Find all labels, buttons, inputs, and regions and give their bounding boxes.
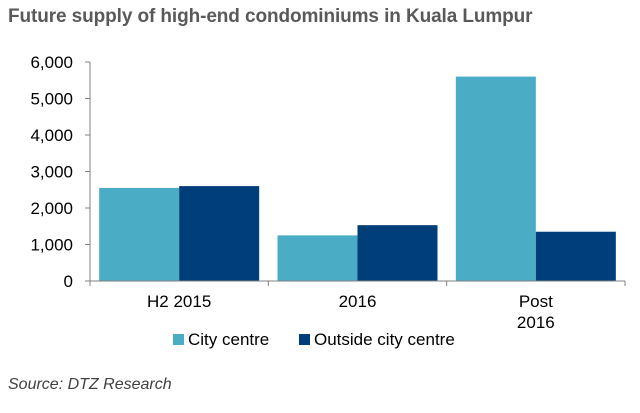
y-tick-label: 0 bbox=[64, 272, 73, 291]
y-tick-label: 6,000 bbox=[30, 53, 73, 72]
bar-outside-city-centre bbox=[357, 225, 438, 281]
x-tick-label: 2016 bbox=[339, 292, 377, 311]
legend-swatch-outside-city-centre bbox=[299, 334, 310, 345]
legend-label-outside-city-centre: Outside city centre bbox=[314, 330, 455, 349]
x-tick-label: Post 2016 bbox=[517, 292, 555, 332]
bar-city-centre bbox=[277, 235, 358, 281]
y-tick-label: 1,000 bbox=[30, 236, 73, 255]
y-tick-label: 5,000 bbox=[30, 90, 73, 109]
x-axis-ticks: H2 2015 2016 Post 2016 bbox=[89, 281, 626, 332]
bar-outside-city-centre bbox=[179, 186, 260, 281]
legend-swatch-city-centre bbox=[173, 334, 184, 345]
bar-series bbox=[99, 76, 616, 281]
y-axis-ticks: 0 1,000 2,000 3,000 4,000 5,000 6,000 bbox=[30, 53, 90, 291]
bar-city-centre bbox=[99, 187, 180, 281]
bar-city-centre bbox=[455, 76, 536, 281]
chart-title: Future supply of high-end condominiums i… bbox=[8, 6, 533, 27]
legend-label-city-centre: City centre bbox=[188, 330, 269, 349]
legend: City centre Outside city centre bbox=[173, 330, 455, 349]
bar-outside-city-centre bbox=[535, 231, 616, 281]
x-tick-label: H2 2015 bbox=[147, 292, 211, 311]
source-note: Source: DTZ Research bbox=[8, 376, 172, 393]
y-tick-label: 2,000 bbox=[30, 199, 73, 218]
y-tick-label: 3,000 bbox=[30, 163, 73, 182]
y-tick-label: 4,000 bbox=[30, 126, 73, 145]
